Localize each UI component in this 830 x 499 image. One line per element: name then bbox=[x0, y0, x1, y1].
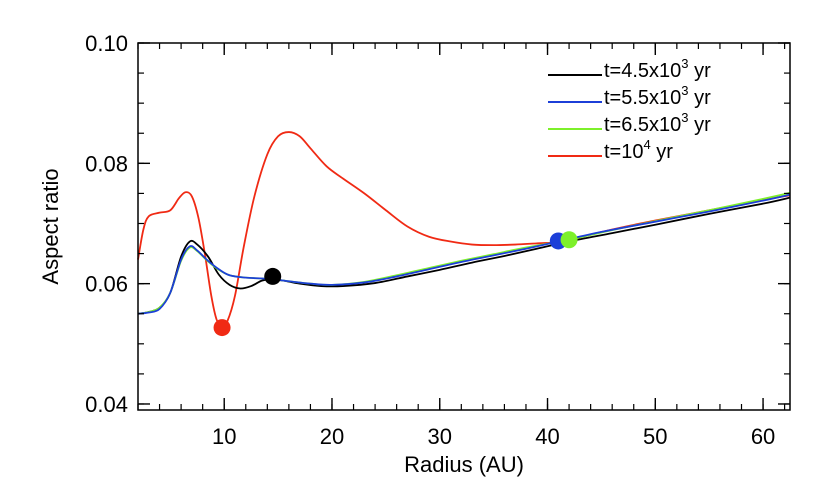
legend-label-text: t=4.5x10 bbox=[604, 60, 681, 82]
legend-label-3: t=104 yr bbox=[604, 137, 673, 163]
series-layer bbox=[137, 131, 791, 327]
series-marker-2 bbox=[560, 231, 578, 249]
series-marker-0 bbox=[264, 267, 282, 285]
plot-frame bbox=[137, 42, 791, 411]
tick-labels: 10 20 30 40 50 60 0.04 0.06 0.08 0.10 bbox=[85, 31, 775, 449]
legend-label-exponent: 3 bbox=[681, 56, 688, 71]
legend-label-text: t=10 bbox=[604, 141, 643, 163]
legend-label-1: t=5.5x103 yr bbox=[604, 83, 711, 109]
x-tick-label: 60 bbox=[751, 424, 775, 449]
legend-label-exponent: 4 bbox=[643, 137, 650, 152]
x-tick-label: 20 bbox=[320, 424, 344, 449]
legend-label-0: t=4.5x103 yr bbox=[604, 56, 711, 82]
y-tick-label: 0.04 bbox=[85, 392, 128, 417]
legend-label-unit: yr bbox=[689, 60, 712, 82]
x-tick-label: 50 bbox=[643, 424, 667, 449]
legend-label-unit: yr bbox=[689, 87, 712, 109]
legend-label-text: t=5.5x10 bbox=[604, 87, 681, 109]
legend-label-unit: yr bbox=[689, 114, 712, 136]
legend-label-text: t=6.5x10 bbox=[604, 114, 681, 136]
legend-label-exponent: 3 bbox=[681, 110, 688, 125]
y-tick-label: 0.10 bbox=[85, 31, 128, 56]
x-tick-label: 40 bbox=[535, 424, 559, 449]
series-marker-3 bbox=[213, 319, 231, 337]
x-tick-label: 10 bbox=[212, 424, 236, 449]
y-axis-title: Aspect ratio bbox=[38, 168, 63, 284]
legend: t=4.5x103 yrt=5.5x103 yrt=6.5x103 yrt=10… bbox=[548, 56, 711, 163]
legend-label-exponent: 3 bbox=[681, 83, 688, 98]
series-line-1 bbox=[137, 193, 791, 315]
x-axis-title: Radius (AU) bbox=[404, 452, 524, 477]
y-tick-label: 0.08 bbox=[85, 151, 128, 176]
legend-label-2: t=6.5x103 yr bbox=[604, 110, 711, 136]
y-tick-label: 0.06 bbox=[85, 272, 128, 297]
x-tick-label: 30 bbox=[428, 424, 452, 449]
legend-label-unit: yr bbox=[651, 141, 674, 163]
ticks-layer bbox=[137, 42, 790, 410]
marker-layer bbox=[213, 231, 578, 337]
